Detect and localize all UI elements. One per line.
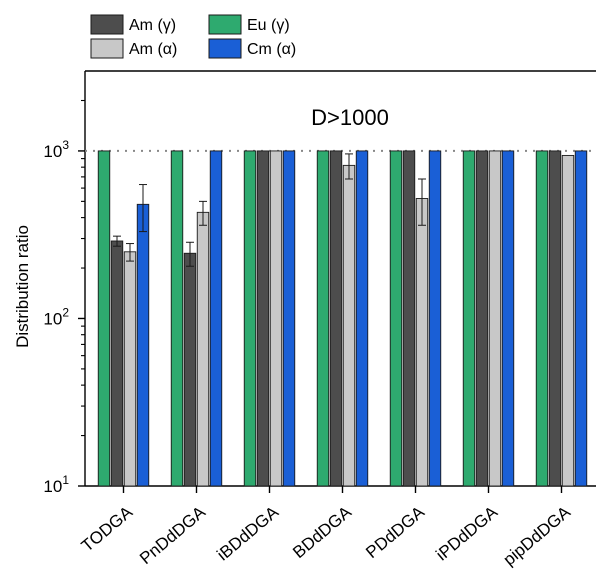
y-tick-base: 10 — [43, 309, 62, 328]
bars-group — [97, 150, 588, 487]
y-tick-exponent: 1 — [62, 473, 69, 487]
bar-am-pndddga — [183, 252, 197, 487]
y-tick-exponent: 3 — [62, 138, 69, 152]
bar-cm-pipdddga — [574, 150, 588, 487]
bar-cm-pdddga — [428, 150, 442, 487]
bar-cm-ibdddga — [282, 150, 296, 487]
y-tick-base: 10 — [43, 142, 62, 161]
bar-am-pndddga — [196, 211, 210, 487]
legend-label: Cm (α) — [247, 41, 296, 58]
bar-am-ibdddga — [269, 150, 283, 487]
x-tick-label: pipDdDGA — [500, 502, 575, 569]
bar-cm-ipdddga — [501, 150, 515, 487]
error-bar-am-todga — [113, 235, 121, 247]
legend: Am (γ) Eu (γ) Am (α) Cm (α) — [90, 14, 296, 59]
legend-label: Am (α) — [129, 41, 177, 58]
legend-item-am: Am (α) — [90, 38, 177, 59]
error-bar-am-pndddga — [199, 200, 207, 226]
bar-am-todga — [123, 251, 137, 487]
y-tick-base: 10 — [43, 477, 62, 496]
bar-am-pipdddga — [561, 154, 575, 487]
y-tick-label: 103 — [43, 138, 69, 161]
bar-am-pdddga — [402, 150, 416, 487]
bar-cm-bdddga — [355, 150, 369, 487]
bar-am-bdddga — [329, 150, 343, 487]
legend-swatch — [90, 14, 124, 35]
y-tick-label: 102 — [43, 305, 69, 328]
legend-label: Eu (γ) — [247, 17, 290, 34]
bar-eu-todga — [97, 150, 111, 487]
bar-am-ibdddga — [256, 150, 270, 487]
x-tick-label: iPDdDGA — [432, 502, 501, 564]
legend-swatch — [90, 38, 124, 59]
bar-am-ipdddga — [488, 150, 502, 487]
legend-item-am: Am (γ) — [90, 14, 176, 35]
x-tick-label: PnDdDGA — [136, 502, 210, 568]
bar-am-ipdddga — [475, 150, 489, 487]
error-bar-am-bdddga — [345, 153, 353, 180]
legend-swatch — [208, 14, 242, 35]
legend-item-cm: Cm (α) — [208, 38, 296, 59]
legend-item-eu: Eu (γ) — [208, 14, 290, 35]
x-tick-label: TODGA — [78, 502, 137, 556]
bar-cm-pndddga — [209, 150, 223, 487]
bar-eu-pdddga — [389, 150, 403, 487]
bar-eu-pndddga — [170, 150, 184, 487]
x-tick-label: iBDdDGA — [213, 502, 282, 564]
bar-eu-bdddga — [316, 150, 330, 487]
error-bar-am-todga — [126, 243, 134, 262]
bar-am-todga — [110, 240, 124, 487]
bar-eu-pipdddga — [535, 150, 549, 487]
legend-swatch — [208, 38, 242, 59]
legend-label: Am (γ) — [129, 17, 176, 34]
x-ticks: TODGA PnDdDGA iBDdDGA BDdDGA PDdDGA iPDdDGApi… — [78, 486, 575, 569]
bar-cm-todga — [136, 203, 150, 487]
y-tick-label: 101 — [43, 473, 69, 496]
y-tick-exponent: 2 — [62, 305, 69, 319]
y-axis-label: Distribution ratio — [13, 225, 32, 348]
bar-eu-ipdddga — [462, 150, 476, 487]
x-tick-label: BDdDGA — [289, 502, 355, 562]
bar-am-bdddga — [342, 164, 356, 487]
error-bar-am-pndddga — [186, 241, 194, 267]
bar-am-pipdddga — [548, 150, 562, 487]
error-bar-am-pdddga — [418, 178, 426, 226]
bar-eu-ibdddga — [243, 150, 257, 487]
error-bar-cm-todga — [139, 184, 147, 233]
x-tick-label: PDdDGA — [362, 502, 428, 562]
annotation-label: D>1000 — [311, 105, 389, 130]
bar-am-pdddga — [415, 198, 429, 487]
